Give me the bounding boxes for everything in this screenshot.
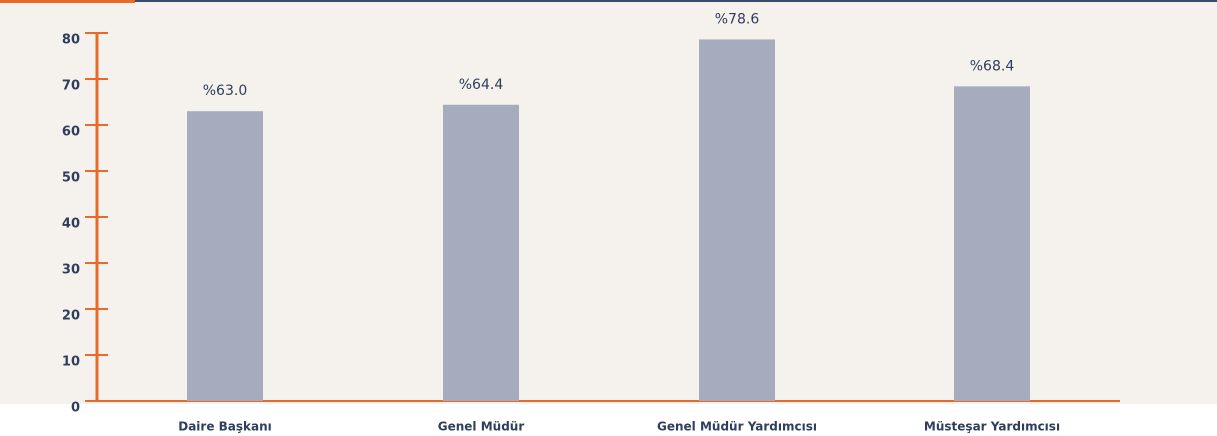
- y-tick-label: 40: [62, 217, 80, 232]
- x-tick-label: Daire Başkanı: [178, 420, 272, 434]
- y-tick-label: 50: [62, 171, 80, 186]
- x-tick-label: Genel Müdür: [438, 420, 525, 434]
- y-tick-label: 0: [71, 401, 80, 416]
- bar: [187, 111, 263, 401]
- y-tick-label: 30: [62, 263, 80, 278]
- y-tick-label: 80: [62, 33, 80, 48]
- value-label: %68.4: [970, 58, 1015, 74]
- y-tick-label: 60: [62, 125, 80, 140]
- y-tick-label: 10: [62, 355, 80, 370]
- bar: [699, 39, 775, 401]
- top-accent: [0, 0, 135, 3]
- value-label: %63.0: [203, 83, 247, 99]
- value-label: %78.6: [715, 11, 760, 27]
- bar: [954, 86, 1030, 402]
- top-line: [135, 0, 1217, 2]
- bar: [443, 104, 519, 401]
- plot-background: [0, 0, 1217, 404]
- x-tick-label: Müsteşar Yardımcısı: [924, 420, 1060, 434]
- value-label: %64.4: [459, 77, 504, 93]
- x-tick-label: Genel Müdür Yardımcısı: [657, 420, 817, 434]
- y-tick-label: 20: [62, 309, 80, 324]
- y-tick-label: 70: [62, 79, 80, 94]
